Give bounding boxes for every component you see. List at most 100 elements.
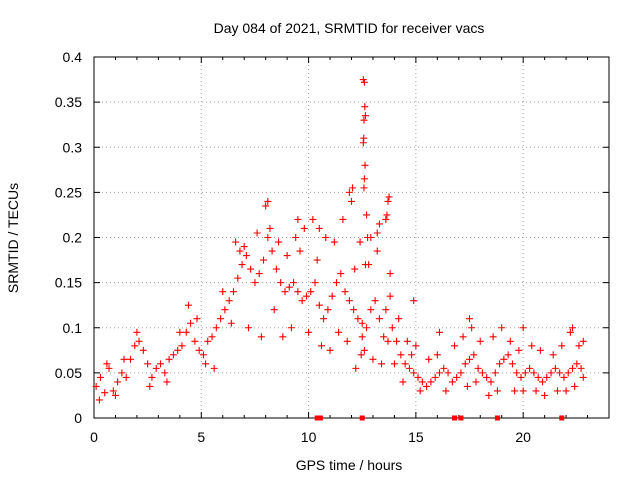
data-point — [536, 346, 544, 354]
data-point — [187, 319, 195, 327]
data-point — [470, 351, 478, 359]
data-point — [423, 382, 431, 390]
data-point — [326, 346, 334, 354]
data-point — [144, 360, 152, 368]
data-point — [435, 328, 443, 336]
data-point — [504, 351, 512, 359]
data-point — [383, 211, 391, 219]
data-point — [403, 337, 411, 345]
data-point — [359, 139, 367, 147]
data-point — [272, 265, 280, 273]
data-point — [96, 373, 104, 381]
data-point — [375, 220, 383, 228]
data-point — [380, 333, 388, 341]
data-point — [296, 247, 304, 255]
data-point — [386, 270, 394, 278]
axis-ticks — [93, 56, 610, 419]
data-point — [290, 279, 298, 287]
data-point — [345, 297, 353, 305]
data-point — [463, 382, 471, 390]
data-point — [558, 342, 566, 350]
data-point — [324, 306, 332, 314]
data-point — [111, 391, 119, 399]
data-point — [195, 346, 203, 354]
data-point — [152, 364, 160, 372]
data-point — [275, 238, 283, 246]
data-point — [270, 306, 278, 314]
data-point — [577, 364, 585, 372]
data-point — [549, 351, 557, 359]
data-point — [388, 324, 396, 332]
data-point — [405, 364, 413, 372]
data-point — [264, 197, 272, 205]
data-point — [435, 369, 443, 377]
data-point — [356, 238, 364, 246]
data-point — [496, 360, 504, 368]
x-tick-label: 15 — [408, 429, 424, 445]
data-point — [139, 346, 147, 354]
data-point — [191, 337, 199, 345]
data-point — [349, 184, 357, 192]
data-point — [385, 193, 393, 201]
data-point — [302, 292, 310, 300]
data-point — [526, 364, 534, 372]
x-tick-label: 10 — [301, 429, 317, 445]
data-point — [157, 360, 165, 368]
data-point — [358, 333, 366, 341]
data-point — [131, 342, 139, 350]
data-point — [339, 215, 347, 223]
data-point — [135, 337, 143, 345]
data-point — [534, 373, 542, 381]
data-point — [122, 373, 130, 381]
data-point — [345, 188, 353, 196]
data-point — [401, 360, 409, 368]
data-point — [357, 351, 365, 359]
grid — [94, 57, 609, 418]
data-point — [202, 360, 210, 368]
data-point — [425, 355, 433, 363]
data-point — [351, 265, 359, 273]
data-point — [519, 387, 527, 395]
data-point — [234, 274, 242, 282]
data-point — [232, 238, 240, 246]
y-tick-label: 0.25 — [55, 184, 82, 200]
data-point — [358, 319, 366, 327]
data-point — [315, 224, 323, 232]
data-point — [352, 364, 360, 372]
data-point — [285, 283, 293, 291]
data-point — [109, 387, 117, 395]
data-point — [528, 342, 536, 350]
data-point — [519, 324, 527, 332]
data-point — [541, 391, 549, 399]
data-point — [253, 229, 261, 237]
data-point — [476, 337, 484, 345]
data-point — [554, 387, 561, 395]
data-point — [408, 351, 416, 359]
data-point — [410, 369, 418, 377]
data-point — [279, 333, 287, 341]
data-point — [176, 328, 184, 336]
data-point — [311, 279, 319, 287]
data-point — [453, 373, 461, 381]
data-point — [114, 378, 122, 386]
data-point — [255, 270, 263, 278]
data-point — [266, 224, 274, 232]
data-point — [562, 387, 570, 395]
data-point — [161, 369, 169, 377]
data-point — [569, 324, 577, 332]
data-point — [307, 288, 315, 296]
data-point — [182, 328, 190, 336]
data-point — [361, 103, 369, 111]
data-point — [543, 373, 551, 381]
data-point — [571, 382, 579, 390]
data-point — [444, 369, 452, 377]
data-point — [294, 288, 302, 296]
data-point — [305, 328, 313, 336]
data-point — [361, 161, 369, 169]
data-point — [410, 297, 418, 305]
data-point — [236, 247, 244, 255]
data-point — [399, 378, 407, 386]
data-point — [369, 355, 377, 363]
data-point — [500, 355, 508, 363]
